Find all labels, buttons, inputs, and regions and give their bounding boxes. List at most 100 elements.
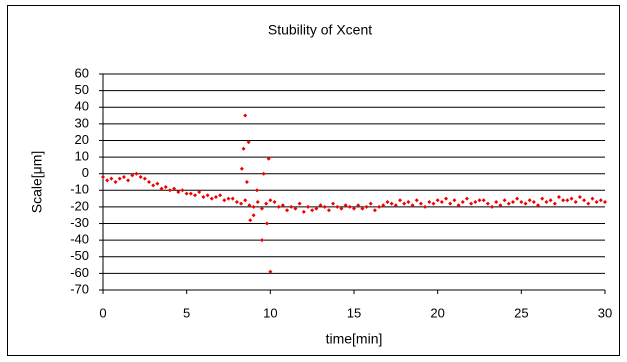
point: [247, 203, 252, 208]
point: [456, 203, 461, 208]
point: [506, 201, 511, 206]
y-axis-label: Scale[μm]: [29, 151, 45, 214]
point: [264, 201, 269, 206]
point: [536, 203, 541, 208]
point: [352, 206, 356, 211]
point: [561, 198, 566, 203]
point: [218, 193, 223, 198]
point: [105, 178, 110, 183]
point: [184, 191, 189, 196]
point: [406, 199, 411, 204]
point: [239, 166, 244, 171]
y-tick-label: 10: [75, 149, 89, 164]
point: [418, 201, 423, 206]
point: [251, 204, 256, 209]
point: [163, 184, 168, 189]
point: [243, 198, 248, 203]
point: [159, 186, 164, 191]
point: [368, 201, 373, 206]
y-tick-label: 30: [75, 115, 89, 130]
point: [603, 199, 607, 204]
y-tick-label: -70: [70, 281, 89, 296]
point: [126, 178, 131, 183]
point: [234, 199, 239, 204]
point: [548, 198, 553, 203]
point: [469, 201, 474, 206]
point: [301, 209, 306, 214]
point: [239, 201, 244, 206]
point: [264, 221, 269, 226]
y-tick-label: -10: [70, 182, 89, 197]
point: [339, 206, 344, 211]
x-tick-label: 20: [430, 305, 444, 320]
point: [134, 171, 139, 176]
point: [385, 199, 390, 204]
point: [381, 203, 386, 208]
point: [414, 198, 419, 203]
point: [209, 196, 214, 201]
point: [230, 196, 235, 201]
point: [113, 180, 118, 184]
point: [573, 199, 578, 204]
y-tick-label: 50: [75, 82, 89, 97]
point: [565, 198, 570, 203]
point: [331, 201, 336, 206]
point: [510, 199, 515, 204]
point: [389, 201, 394, 206]
point: [272, 199, 277, 204]
y-tick-label: -20: [70, 198, 89, 213]
point: [552, 201, 557, 206]
point: [377, 204, 382, 209]
point: [188, 191, 193, 196]
point: [176, 189, 181, 194]
point: [477, 198, 482, 203]
point: [519, 199, 524, 204]
point: [259, 238, 264, 243]
point: [197, 189, 202, 194]
point: [167, 188, 172, 193]
point: [310, 208, 315, 213]
point: [439, 199, 444, 204]
y-tick-label: -30: [70, 215, 89, 230]
point: [326, 208, 331, 213]
point: [305, 204, 310, 209]
chart-frame: [7, 5, 620, 356]
point: [544, 199, 549, 204]
point: [556, 194, 561, 199]
point: [494, 199, 499, 204]
point: [490, 204, 495, 209]
point: [193, 193, 198, 198]
point: [360, 206, 365, 211]
point: [582, 198, 587, 203]
point: [241, 146, 246, 151]
point: [372, 208, 377, 213]
point: [130, 173, 135, 178]
y-tick-label: 0: [82, 165, 89, 180]
point: [577, 194, 582, 199]
point: [452, 198, 457, 203]
point: [255, 199, 260, 204]
point: [280, 203, 285, 208]
point: [598, 198, 603, 203]
point: [268, 198, 273, 203]
point: [172, 186, 177, 191]
point: [322, 204, 327, 209]
y-tick-label: 60: [75, 65, 89, 80]
point: [246, 140, 251, 145]
y-tick-label: -60: [70, 265, 89, 280]
point: [142, 176, 147, 181]
point: [117, 176, 122, 181]
point: [335, 204, 340, 209]
y-tick-label: 40: [75, 99, 89, 114]
point: [226, 196, 231, 201]
point: [460, 199, 465, 204]
point: [276, 204, 281, 209]
point: [318, 203, 323, 208]
point: [485, 201, 490, 206]
point: [268, 269, 273, 274]
x-tick-label: 10: [263, 305, 277, 320]
x-tick-label: 0: [99, 305, 106, 320]
point: [261, 171, 266, 176]
point: [155, 181, 160, 186]
